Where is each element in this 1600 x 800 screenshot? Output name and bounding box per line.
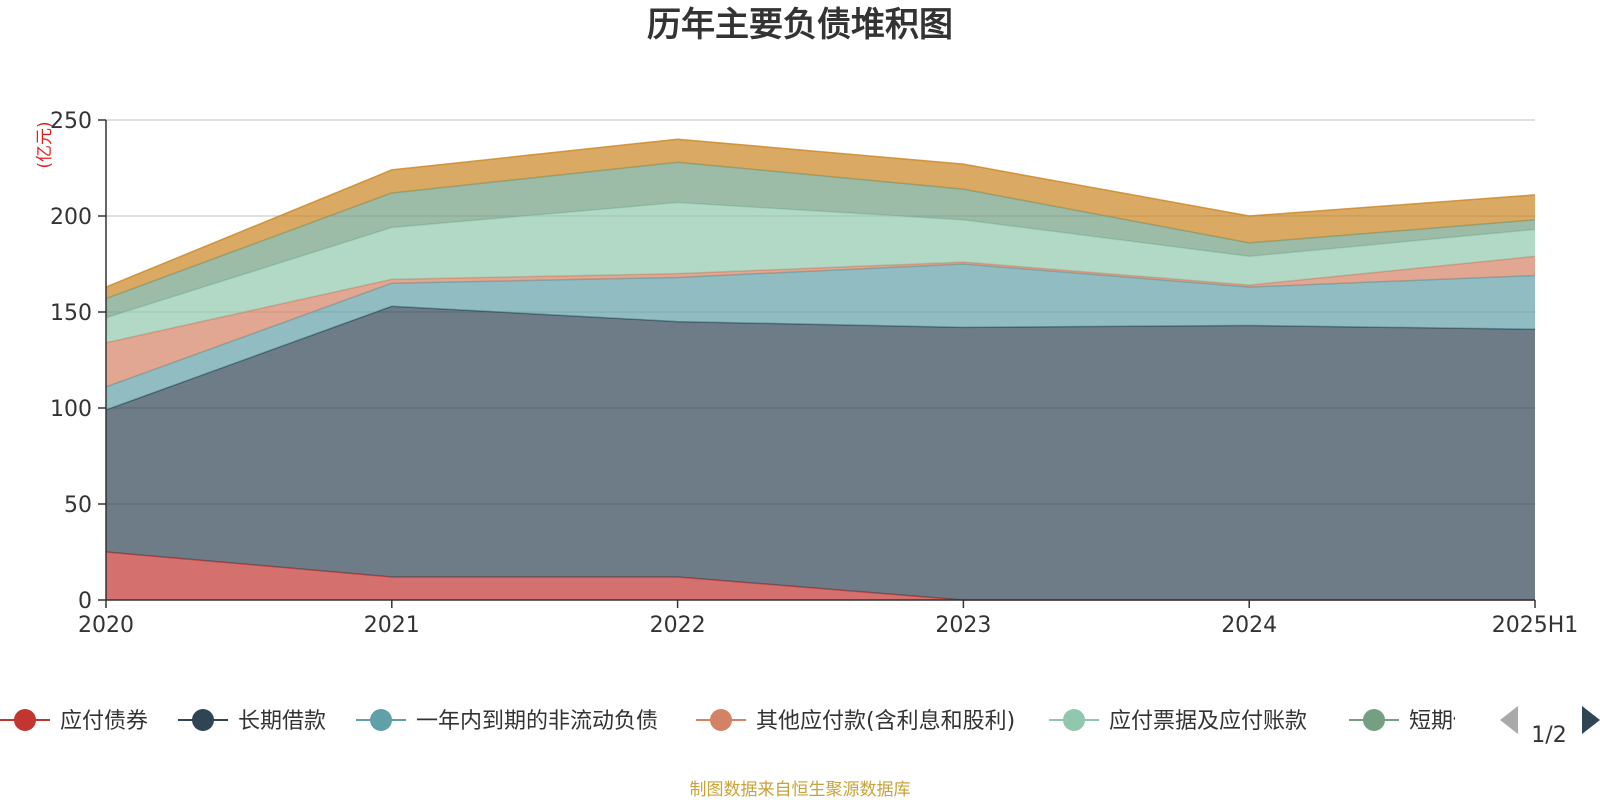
y-tick-label: 0 xyxy=(78,589,92,614)
legend-item-2[interactable]: 一年内到期的非流动负债 xyxy=(356,709,658,734)
legend-item-1[interactable]: 长期借款 xyxy=(178,709,326,734)
legend-label: 其他应付款(含利息和股利) xyxy=(756,709,1015,734)
x-tick-label: 2023 xyxy=(935,613,991,638)
axes xyxy=(105,120,1535,601)
x-tick-label: 2021 xyxy=(364,613,420,638)
legend-circle-marker xyxy=(192,709,214,731)
legend-label: 应付票据及应付账款 xyxy=(1109,709,1307,734)
x-tick-label: 2020 xyxy=(78,613,134,638)
chart-title: 历年主要负债堆积图 xyxy=(647,5,953,45)
y-tick-label: 200 xyxy=(50,205,92,230)
y-tick-label: 50 xyxy=(64,493,92,518)
area-series-4 xyxy=(106,202,1535,343)
legend-circle-marker xyxy=(14,709,36,731)
area-series xyxy=(105,138,1536,601)
y-tick-label: 250 xyxy=(50,109,92,134)
legend: 应付债券 长期借款 一年内到期的非流动负债 其他应付款(含利息和股利) 应付票据及应付账… xyxy=(0,709,1497,734)
legend-circle-marker xyxy=(710,709,732,731)
legend-next-icon[interactable] xyxy=(1582,706,1600,734)
legend-item-3[interactable]: 其他应付款(含利息和股利) xyxy=(696,709,1015,734)
legend-page-indicator: 1/2 xyxy=(1531,723,1566,748)
legend-circle-marker xyxy=(1063,709,1085,731)
y-axis-unit: (亿元) xyxy=(35,121,55,168)
legend-label: 应付债券 xyxy=(60,709,148,734)
x-tick-label: 2022 xyxy=(650,613,706,638)
area-series-2 xyxy=(106,264,1535,410)
area-series-1 xyxy=(106,306,1535,600)
legend-circle-marker xyxy=(1363,709,1385,731)
x-tick-label: 2025H1 xyxy=(1492,613,1579,638)
y-tick-label: 150 xyxy=(50,301,92,326)
area-series-5 xyxy=(106,162,1535,318)
legend-label: 长期借款 xyxy=(238,709,326,734)
area-series-6 xyxy=(106,139,1535,299)
legend-item-0[interactable]: 应付债券 xyxy=(0,709,148,734)
legend-pager: 1/2 xyxy=(1500,706,1600,748)
area-series-line-6 xyxy=(105,138,1536,288)
legend-items: 应付债券 长期借款 一年内到期的非流动负债 其他应付款(含利息和股利) 应付票据及应付账… xyxy=(0,709,1497,734)
legend-item-4[interactable]: 应付票据及应付账款 xyxy=(1049,709,1307,734)
y-tick-labels: 0 50 100 150 200 250 xyxy=(50,109,106,614)
legend-label: 短期借款 xyxy=(1409,709,1497,734)
legend-circle-marker xyxy=(370,709,392,731)
legend-prev-icon[interactable] xyxy=(1500,706,1518,734)
y-tick-label: 100 xyxy=(50,397,92,422)
x-tick-labels: 2020 2021 2022 2023 2024 2025H1 xyxy=(78,600,1578,638)
legend-label: 一年内到期的非流动负债 xyxy=(416,709,658,734)
legend-item-5[interactable]: 短期借款 xyxy=(1349,709,1497,734)
x-tick-label: 2024 xyxy=(1221,613,1277,638)
data-source-note: 制图数据来自恒生聚源数据库 xyxy=(690,780,911,800)
area-series-0 xyxy=(106,552,1535,600)
